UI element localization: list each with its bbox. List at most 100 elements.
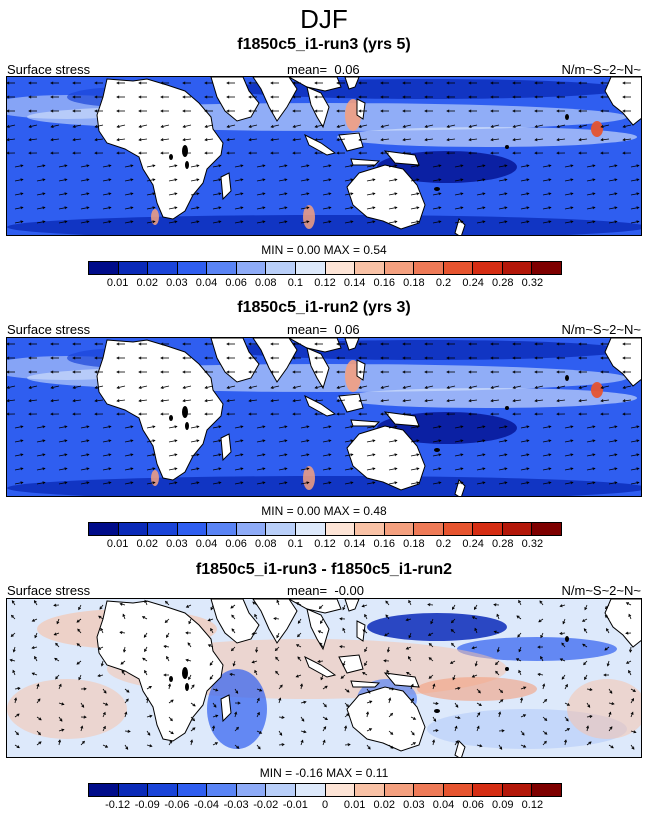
wind-vector-head <box>274 647 278 652</box>
wind-vector-head <box>218 453 222 457</box>
panel-1-colorbar-tick-label: 0.1 <box>287 277 304 289</box>
wind-vector-head <box>240 439 244 443</box>
wind-vector <box>315 138 324 141</box>
wind-vector-head <box>380 95 384 99</box>
wind-vector <box>564 740 567 746</box>
wind-vector-head <box>319 642 323 646</box>
wind-vector-head <box>499 689 504 694</box>
wind-vector-head <box>570 481 574 485</box>
wind-vector <box>117 399 126 402</box>
wind-vector <box>608 193 617 196</box>
wind-vector-head <box>86 192 90 196</box>
wind-vector <box>601 399 610 402</box>
wind-vector-head <box>72 385 76 389</box>
wind-vector <box>451 629 456 634</box>
map-shape <box>338 654 364 674</box>
wind-vector <box>586 468 595 471</box>
panel-2-colorbar-swatch <box>118 523 149 535</box>
wind-vector-head <box>31 618 35 622</box>
wind-vector <box>58 482 67 485</box>
wind-vector <box>476 165 485 168</box>
wind-vector <box>542 482 551 485</box>
wind-vector-head <box>340 675 344 679</box>
wind-vector <box>34 632 38 638</box>
wind-vector <box>586 482 595 485</box>
wind-vector-head <box>270 385 274 389</box>
island <box>565 375 569 381</box>
wind-vector <box>58 684 62 690</box>
wind-vector <box>342 628 346 634</box>
wind-vector-head <box>94 370 98 374</box>
wind-vector-head <box>358 399 362 403</box>
wind-vector <box>80 221 89 224</box>
wind-vector-head <box>350 453 354 457</box>
wind-vector-head <box>20 206 24 210</box>
wind-vector <box>58 165 67 168</box>
panel-3-colorbar-swatch <box>473 784 503 796</box>
wind-vector-head <box>262 425 266 429</box>
wind-vector-head <box>160 385 164 389</box>
wind-vector-head <box>108 220 112 224</box>
wind-vector-head <box>42 425 46 429</box>
wind-vector <box>190 221 199 224</box>
wind-vector-head <box>512 412 516 416</box>
wind-vector-head <box>160 412 164 416</box>
panel-2-colorbar-swatch <box>473 523 503 535</box>
wind-vector-head <box>58 683 62 687</box>
panel-3-colorbar-tick-label: -0.09 <box>134 799 160 811</box>
wind-vector-head <box>428 643 432 647</box>
wind-vector-head <box>42 467 46 471</box>
wind-vector <box>102 179 111 182</box>
wind-vector-head <box>622 151 626 155</box>
wind-vector-head <box>50 370 54 374</box>
wind-vector <box>476 207 485 210</box>
wind-vector <box>58 468 67 471</box>
wind-vector-head <box>390 745 394 749</box>
wind-vector <box>403 124 412 128</box>
wind-vector <box>256 179 265 182</box>
wind-vector <box>36 207 45 210</box>
wind-vector-head <box>170 731 174 735</box>
wind-vector <box>80 426 89 429</box>
wind-vector <box>454 207 463 210</box>
wind-vector-head <box>479 744 483 748</box>
wind-vector-head <box>306 439 310 443</box>
wind-vector <box>188 618 192 624</box>
wind-vector-head <box>64 439 68 443</box>
wind-vector <box>168 716 173 721</box>
wind-vector-head <box>108 206 112 210</box>
map-shape <box>210 338 260 383</box>
wind-vector <box>58 426 67 429</box>
wind-vector <box>234 179 243 182</box>
wind-vector-head <box>174 192 178 196</box>
wind-vector-head <box>438 164 442 168</box>
wind-vector-head <box>31 672 35 676</box>
wind-vector-head <box>168 683 172 687</box>
wind-vector <box>300 716 305 722</box>
wind-vector-head <box>446 342 450 346</box>
wind-vector <box>124 179 133 182</box>
wind-vector-head <box>328 220 332 224</box>
wind-vector-head <box>328 164 332 168</box>
map-shape <box>220 172 232 201</box>
wind-vector-head <box>490 151 494 155</box>
map-shape <box>252 599 298 644</box>
wind-vector-head <box>629 649 633 653</box>
wind-vector-head <box>427 603 431 607</box>
wind-vector-head <box>50 399 54 403</box>
wind-vector <box>212 454 221 457</box>
wind-vector-head <box>477 690 481 694</box>
panel-3-colorbar-swatch <box>236 784 267 796</box>
wind-vector-head <box>526 164 530 168</box>
wind-vector <box>36 440 45 443</box>
wind-vector-head <box>182 81 186 85</box>
wind-vector-head <box>460 439 464 443</box>
panel-3-mean: mean= -0.00 <box>287 583 364 598</box>
wind-vector-head <box>292 342 296 346</box>
panel-1-colorbar-swatch <box>443 262 474 274</box>
panel-1-colorbar-tick-label: 0.28 <box>492 277 514 289</box>
wind-vector <box>205 138 214 141</box>
wind-vector-head <box>251 632 255 636</box>
wind-vector-head <box>295 602 300 606</box>
wind-vector-head <box>145 697 150 701</box>
